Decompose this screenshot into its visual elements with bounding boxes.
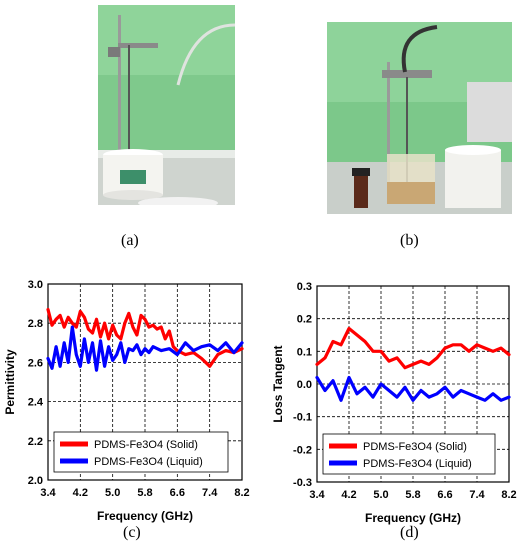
loss-tangent-legend: [322, 433, 496, 475]
loss-tangent-ytick-label: 0.0: [297, 379, 312, 391]
loss-tangent-xtick-label: 3.4: [309, 489, 325, 501]
loss-tangent-xlabel: Frequency (GHz): [365, 511, 461, 525]
loss-tangent-ylabel: Loss Tangent: [271, 345, 285, 422]
photo-a: [98, 5, 235, 205]
photo-a-illustration: [98, 5, 235, 205]
permittivity-chart: 3.4 4.2 5.0 5.8 6.6 7.4 8.2 2.0 2.2 2.4 2.6 2.8 3.0 F…: [0, 250, 260, 523]
permittivity-xtick-label: 5.8: [137, 487, 152, 499]
loss-tangent-xtick-label: 5.8: [405, 489, 420, 501]
permittivity-ytick-label: 2.4: [28, 397, 44, 409]
photo-b: [327, 22, 512, 214]
loss-tangent-series-solid-line: [315, 326, 511, 370]
permittivity-ytick-label: 3.0: [28, 279, 43, 291]
permittivity-frame: [47, 283, 243, 481]
loss-tangent-ytick-label: -0.3: [293, 477, 312, 489]
loss-tangent-series-liquid-line: [315, 375, 511, 402]
permittivity-ytick-label: 2.8: [28, 318, 43, 330]
permittivity-xtick-label: 4.2: [73, 487, 88, 499]
permittivity-ytick-label: 2.0: [28, 475, 43, 487]
permittivity-series-liquid-line: [46, 325, 244, 372]
loss-tangent-legend-label: PDMS-Fe3O4 (Liquid): [363, 458, 472, 470]
permittivity-xlabel: Frequency (GHz): [97, 509, 193, 523]
loss-tangent-ytick-label: -0.1: [293, 412, 312, 424]
loss-tangent-xtick-label: 5.0: [373, 489, 388, 501]
permittivity-chart-svg: 3.4 4.2 5.0 5.8 6.6 7.4 8.2 2.0 2.2 2.4 2.6 2.8 3.0 F…: [3, 279, 250, 523]
loss-tangent-frame: [316, 285, 510, 483]
permittivity-ytick-label: 2.2: [28, 436, 43, 448]
permittivity-legend-label: PDMS-Fe3O4 (Solid): [94, 439, 198, 451]
loss-tangent-xtick-label: 4.2: [341, 489, 356, 501]
photo-b-illustration: [327, 22, 512, 214]
permittivity-series-solid-line: [46, 307, 244, 368]
loss-tangent-ytick-label: 0.2: [297, 314, 312, 326]
loss-tangent-chart: 3.4 4.2 5.0 5.8 6.6 7.4 8.2 -0.3 -0.2 -0.1 0.0 0.1 0…: [260, 250, 520, 525]
loss-tangent-ytick-label: 0.1: [297, 346, 312, 358]
permittivity-ylabel: Permittivity: [3, 349, 17, 415]
permittivity-xtick-label: 5.0: [105, 487, 120, 499]
permittivity-xtick-label: 8.2: [234, 487, 249, 499]
permittivity-legend-label: PDMS-Fe3O4 (Liquid): [94, 456, 203, 468]
loss-tangent-ytick-label: -0.2: [293, 444, 312, 456]
loss-tangent-xtick-label: 7.4: [469, 489, 485, 501]
caption-b: (b): [400, 232, 419, 249]
loss-tangent-chart-svg: 3.4 4.2 5.0 5.8 6.6 7.4 8.2 -0.3 -0.2 -0.1 0.0 0.1 0…: [271, 281, 517, 525]
caption-c: (c): [123, 524, 141, 541]
caption-a: (a): [121, 232, 139, 249]
caption-d: (d): [400, 524, 419, 541]
permittivity-legend: [53, 431, 229, 473]
permittivity-xtick-label: 6.6: [170, 487, 185, 499]
loss-tangent-legend-label: PDMS-Fe3O4 (Solid): [363, 441, 467, 453]
permittivity-xtick-label: 3.4: [40, 487, 56, 499]
permittivity-xtick-label: 7.4: [202, 487, 218, 499]
loss-tangent-ytick-label: 0.3: [297, 281, 312, 293]
loss-tangent-xtick-label: 8.2: [501, 489, 516, 501]
permittivity-ytick-label: 2.6: [28, 357, 43, 369]
loss-tangent-xtick-label: 6.6: [437, 489, 452, 501]
